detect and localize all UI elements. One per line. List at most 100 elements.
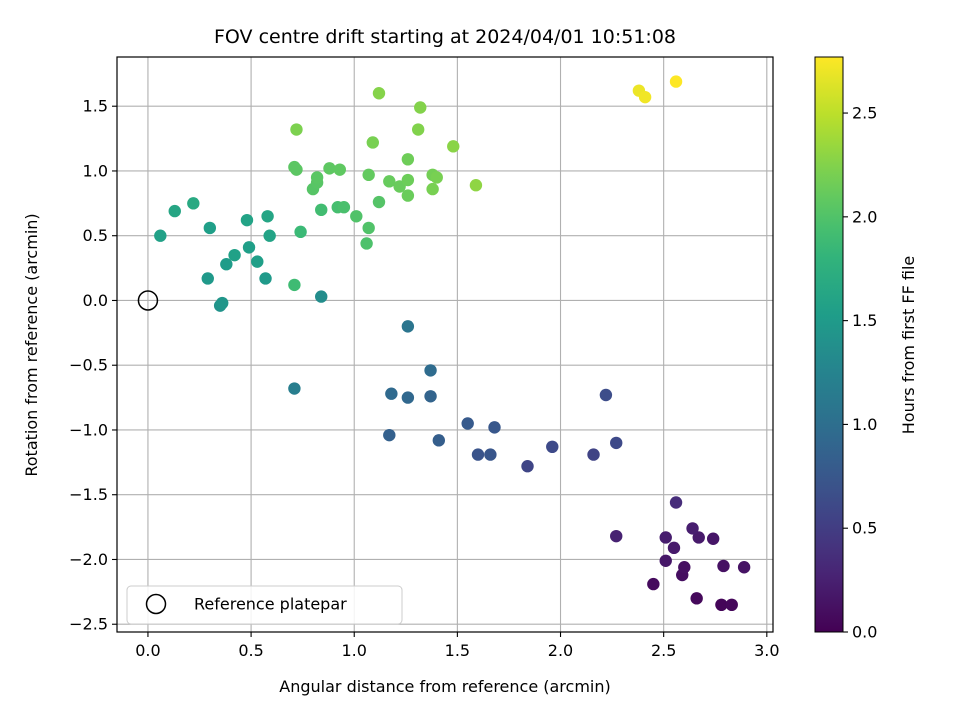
colorbar-gradient bbox=[815, 57, 843, 632]
scatter-point bbox=[350, 210, 363, 223]
scatter-point bbox=[187, 197, 200, 210]
scatter-point bbox=[383, 428, 396, 442]
scatter-point bbox=[484, 448, 497, 461]
x-axis-ticks: 0.0 0.5 1.0 1.5 2.0 2.5 3.0 bbox=[135, 632, 780, 660]
colorbar-ticks: 0.0 0.5 1.0 1.5 2.0 2.5 bbox=[843, 104, 877, 642]
scatter-point bbox=[692, 531, 705, 544]
scatter-point bbox=[251, 255, 264, 268]
scatter-point bbox=[372, 87, 386, 100]
scatter-point bbox=[168, 204, 181, 218]
scatter-point bbox=[154, 229, 167, 242]
colorbar-tick-label: 1.0 bbox=[852, 415, 877, 434]
scatter-point bbox=[315, 290, 328, 303]
scatter-point bbox=[360, 237, 373, 250]
scatter-points bbox=[154, 75, 751, 612]
scatter-point bbox=[261, 210, 274, 223]
scatter-point bbox=[659, 531, 672, 544]
scatter-point bbox=[521, 460, 534, 473]
scatter-point bbox=[447, 140, 460, 153]
scatter-point bbox=[288, 382, 301, 395]
colorbar-tick-label: 2.5 bbox=[852, 104, 877, 123]
scatter-point bbox=[430, 171, 443, 184]
scatter-point bbox=[678, 561, 691, 574]
scatter-point bbox=[587, 448, 600, 461]
colorbar-tick-label: 0.0 bbox=[852, 623, 877, 642]
scatter-point bbox=[333, 163, 346, 176]
scatter-point bbox=[725, 598, 738, 612]
y-tick-label: −2.0 bbox=[69, 550, 108, 569]
scatter-point bbox=[315, 203, 328, 217]
scatter-point bbox=[667, 541, 681, 555]
scatter-point bbox=[647, 577, 660, 591]
x-tick-label: 0.5 bbox=[238, 641, 263, 660]
scatter-point bbox=[659, 554, 672, 567]
x-tick-label: 3.0 bbox=[754, 641, 779, 660]
y-tick-label: −1.5 bbox=[69, 485, 108, 504]
y-axis-ticks: −2.5 −2.0 −1.5 −1.0 −0.5 0.0 0.5 1.0 1.5 bbox=[69, 97, 117, 634]
scatter-point bbox=[228, 248, 241, 262]
colorbar-tick-label: 1.5 bbox=[852, 311, 877, 330]
scatter-point bbox=[383, 175, 396, 188]
scatter-point bbox=[290, 123, 303, 136]
y-tick-label: −1.0 bbox=[69, 420, 108, 439]
colorbar-tick-label: 0.5 bbox=[852, 519, 877, 538]
y-tick-label: −2.5 bbox=[69, 615, 108, 634]
x-tick-label: 2.5 bbox=[651, 641, 676, 660]
y-tick-label: 1.0 bbox=[83, 161, 108, 180]
y-axis-label: Rotation from reference (arcmin) bbox=[22, 213, 41, 476]
colorbar-tick-label: 2.0 bbox=[852, 207, 877, 226]
legend: Reference platepar bbox=[126, 585, 403, 625]
reference-platepar-marker bbox=[137, 290, 159, 311]
scatter-point bbox=[424, 390, 437, 403]
x-axis-label: Angular distance from reference (arcmin) bbox=[279, 677, 610, 696]
scatter-point bbox=[288, 278, 301, 292]
scatter-point bbox=[414, 101, 427, 114]
scatter-point bbox=[337, 201, 351, 214]
scatter-point bbox=[638, 90, 652, 104]
y-tick-label: 1.5 bbox=[83, 97, 108, 116]
colorbar: 0.0 0.5 1.0 1.5 2.0 2.5 Hours from first FF f… bbox=[814, 56, 918, 642]
scatter-point bbox=[220, 258, 233, 271]
scatter-point bbox=[461, 417, 474, 430]
y-tick-label: −0.5 bbox=[69, 356, 108, 375]
scatter-point bbox=[717, 559, 730, 573]
scatter-point bbox=[737, 561, 751, 574]
legend-box bbox=[126, 585, 403, 625]
plot-area-frame bbox=[116, 56, 774, 633]
scatter-point bbox=[201, 272, 214, 285]
scatter-point bbox=[469, 179, 483, 192]
y-tick-label: 0.5 bbox=[83, 226, 108, 245]
scatter-point bbox=[203, 221, 217, 235]
colorbar-frame bbox=[814, 56, 844, 633]
scatter-point bbox=[546, 440, 559, 454]
scatter-point bbox=[240, 213, 254, 227]
legend-marker-icon bbox=[145, 593, 167, 615]
scatter-point bbox=[401, 173, 415, 187]
scatter-point bbox=[362, 168, 375, 182]
scatter-point bbox=[411, 123, 425, 136]
scatter-point bbox=[263, 229, 276, 242]
scatter-point bbox=[426, 182, 439, 196]
scatter-point bbox=[686, 522, 699, 535]
scatter-point bbox=[471, 448, 485, 461]
scatter-point bbox=[690, 592, 703, 605]
scatter-point bbox=[424, 364, 437, 377]
scatter-point bbox=[372, 195, 386, 209]
scatter-point bbox=[669, 496, 683, 509]
scatter-point bbox=[610, 529, 623, 543]
scatter-point bbox=[323, 162, 336, 175]
x-tick-label: 1.5 bbox=[445, 641, 470, 660]
scatter-point bbox=[401, 153, 415, 166]
scatter-point bbox=[242, 241, 256, 254]
scatter-point bbox=[432, 434, 446, 447]
legend-label: Reference platepar bbox=[194, 595, 347, 614]
x-tick-label: 2.0 bbox=[548, 641, 573, 660]
scatter-point bbox=[715, 598, 728, 612]
scatter-point bbox=[401, 391, 415, 404]
scatter-point bbox=[259, 272, 272, 285]
grid-lines bbox=[117, 57, 773, 632]
x-tick-label: 1.0 bbox=[342, 641, 367, 660]
scatter-point bbox=[401, 189, 415, 202]
